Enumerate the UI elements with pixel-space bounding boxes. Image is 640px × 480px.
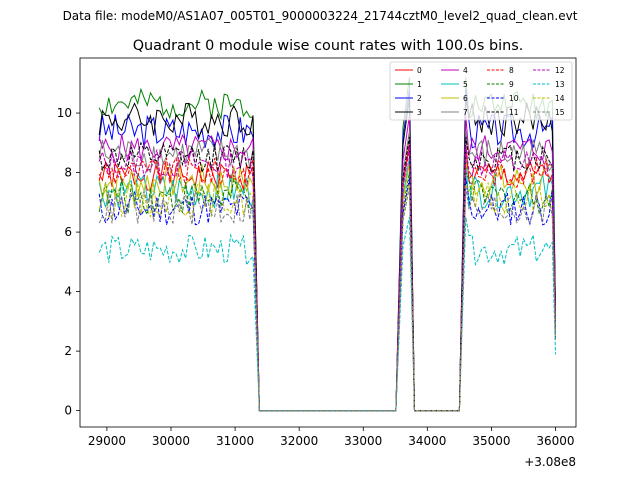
legend-label-6: 6 bbox=[463, 94, 468, 103]
series-lines bbox=[98, 77, 556, 412]
legend-label-9: 9 bbox=[509, 80, 514, 89]
series-line-12 bbox=[98, 145, 556, 412]
legend-label-11: 11 bbox=[509, 108, 519, 117]
x-tick-label: 30000 bbox=[152, 434, 190, 448]
legend-label-10: 10 bbox=[509, 94, 519, 103]
y-axis: 0 2 4 6 8 10 bbox=[57, 106, 80, 418]
legend-label-0: 0 bbox=[417, 66, 422, 75]
y-tick-label: 8 bbox=[64, 166, 72, 180]
series-line-15 bbox=[98, 187, 556, 412]
x-offset-label: +3.08e8 bbox=[524, 455, 576, 469]
figure-suptitle: Data file: modeM0/AS1A07_005T01_90000032… bbox=[63, 9, 578, 23]
y-tick-label: 2 bbox=[64, 344, 72, 358]
series-line-10 bbox=[98, 178, 556, 412]
x-axis: 29000 30000 31000 32000 33000 34000 35000 36000 bbox=[88, 427, 575, 448]
x-tick-label: 31000 bbox=[216, 434, 254, 448]
legend-label-4: 4 bbox=[463, 66, 468, 75]
legend-label-2: 2 bbox=[417, 94, 422, 103]
y-tick-label: 6 bbox=[64, 225, 72, 239]
series-line-0 bbox=[98, 142, 556, 412]
series-line-6 bbox=[98, 163, 556, 412]
series-line-11 bbox=[98, 136, 556, 412]
plot-frame bbox=[79, 57, 577, 428]
legend-label-5: 5 bbox=[463, 80, 468, 89]
legend-label-15: 15 bbox=[555, 108, 565, 117]
series-line-9 bbox=[98, 170, 556, 412]
x-tick-label: 35000 bbox=[472, 434, 510, 448]
x-tick-label: 34000 bbox=[408, 434, 446, 448]
series-line-13 bbox=[98, 217, 556, 412]
x-tick-label: 33000 bbox=[344, 434, 382, 448]
legend-label-8: 8 bbox=[509, 66, 514, 75]
chart-title: Quadrant 0 module wise count rates with … bbox=[133, 38, 524, 54]
legend-box bbox=[389, 61, 573, 121]
series-line-14 bbox=[98, 180, 556, 412]
x-tick-label: 29000 bbox=[88, 434, 126, 448]
y-tick-label: 10 bbox=[57, 106, 72, 120]
legend-label-7: 7 bbox=[463, 108, 468, 117]
legend-label-12: 12 bbox=[555, 66, 565, 75]
legend-label-3: 3 bbox=[417, 108, 422, 117]
legend-label-14: 14 bbox=[555, 94, 565, 103]
x-tick-label: 36000 bbox=[536, 434, 574, 448]
series-line-8 bbox=[98, 148, 556, 412]
y-tick-label: 0 bbox=[64, 404, 72, 418]
legend-label-13: 13 bbox=[555, 80, 565, 89]
legend-label-1: 1 bbox=[417, 80, 422, 89]
y-tick-label: 4 bbox=[64, 285, 72, 299]
x-tick-label: 32000 bbox=[280, 434, 318, 448]
